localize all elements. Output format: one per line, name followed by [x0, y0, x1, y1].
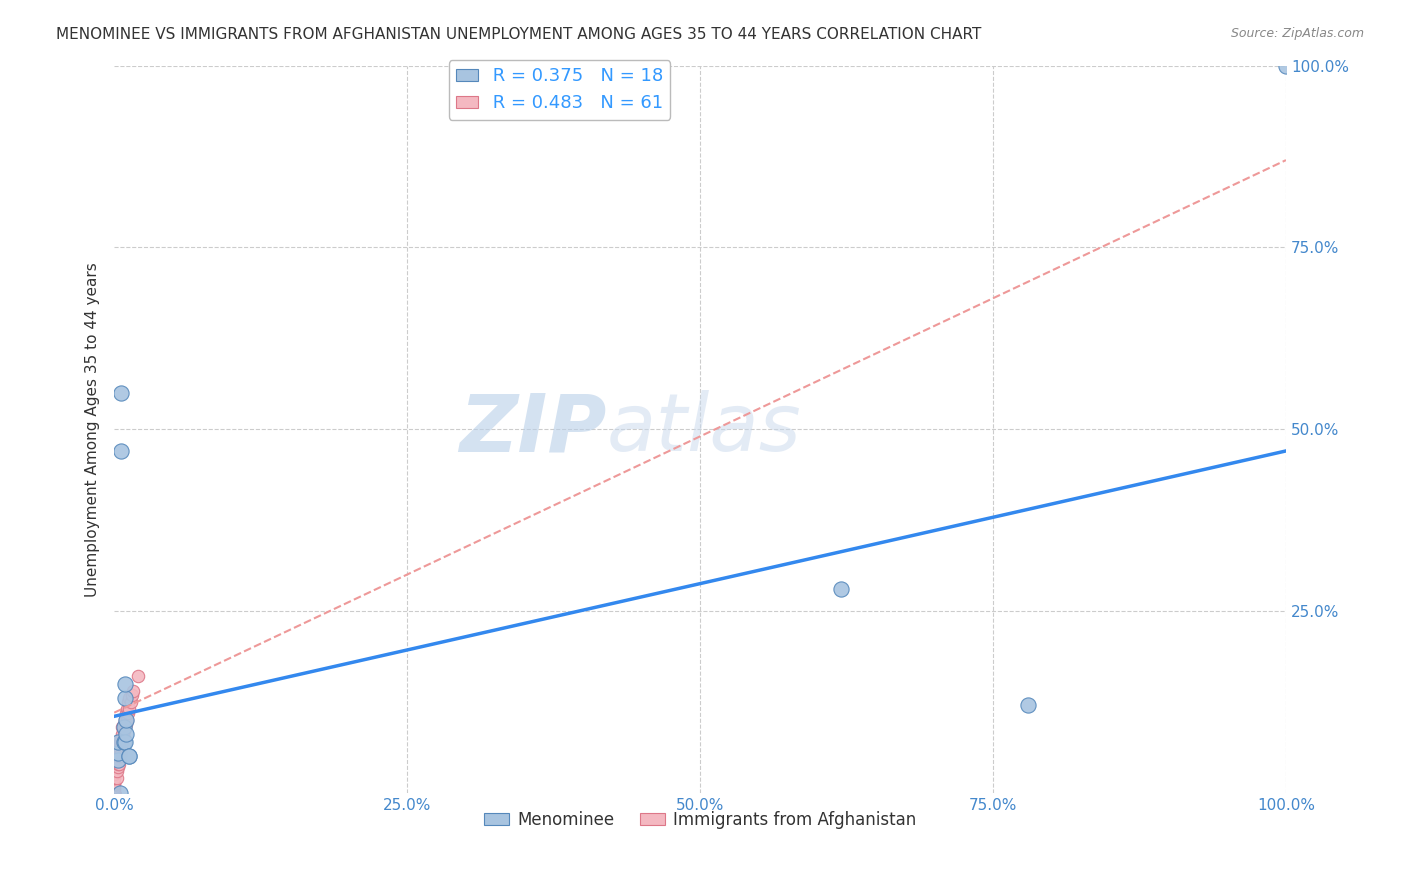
- Point: [111, 735, 134, 749]
- Point: [103, 786, 125, 800]
- Point: [103, 777, 125, 791]
- Point: [103, 771, 125, 785]
- Point: [110, 746, 132, 760]
- Point: [103, 767, 125, 781]
- Point: [118, 749, 141, 764]
- Point: [110, 739, 132, 753]
- Point: [107, 753, 129, 767]
- Point: [103, 756, 125, 771]
- Point: [112, 716, 135, 731]
- Point: [114, 676, 136, 690]
- Point: [118, 691, 141, 706]
- Point: [103, 771, 125, 785]
- Point: [110, 444, 132, 458]
- Point: [105, 764, 128, 778]
- Point: [114, 691, 136, 706]
- Point: [111, 727, 134, 741]
- Legend: Menominee, Immigrants from Afghanistan: Menominee, Immigrants from Afghanistan: [478, 804, 922, 835]
- Point: [830, 582, 852, 596]
- Point: [103, 786, 125, 800]
- Point: [108, 742, 131, 756]
- Point: [103, 774, 125, 789]
- Text: ZIP: ZIP: [458, 390, 606, 468]
- Point: [103, 760, 125, 774]
- Point: [103, 774, 125, 789]
- Point: [114, 713, 136, 727]
- Point: [121, 688, 143, 702]
- Point: [111, 720, 134, 734]
- Point: [112, 735, 135, 749]
- Point: [112, 731, 135, 745]
- Point: [118, 702, 141, 716]
- Point: [114, 720, 136, 734]
- Point: [103, 782, 125, 797]
- Point: [103, 786, 125, 800]
- Point: [103, 786, 125, 800]
- Point: [108, 735, 131, 749]
- Point: [110, 731, 132, 745]
- Point: [105, 771, 128, 785]
- Point: [115, 727, 138, 741]
- Point: [103, 786, 125, 800]
- Text: Source: ZipAtlas.com: Source: ZipAtlas.com: [1230, 27, 1364, 40]
- Point: [108, 786, 131, 800]
- Point: [115, 702, 138, 716]
- Point: [107, 760, 129, 774]
- Point: [108, 749, 131, 764]
- Point: [103, 786, 125, 800]
- Point: [127, 669, 149, 683]
- Point: [103, 786, 125, 800]
- Point: [103, 767, 125, 781]
- Point: [115, 706, 138, 720]
- Point: [114, 735, 136, 749]
- Point: [115, 713, 138, 727]
- Point: [112, 720, 135, 734]
- Point: [117, 695, 139, 709]
- Point: [103, 786, 125, 800]
- Point: [103, 786, 125, 800]
- Point: [122, 684, 145, 698]
- Point: [115, 713, 138, 727]
- Point: [112, 723, 135, 738]
- Point: [107, 746, 129, 760]
- Text: MENOMINEE VS IMMIGRANTS FROM AFGHANISTAN UNEMPLOYMENT AMONG AGES 35 TO 44 YEARS : MENOMINEE VS IMMIGRANTS FROM AFGHANISTAN…: [56, 27, 981, 42]
- Point: [103, 786, 125, 800]
- Point: [115, 716, 138, 731]
- Point: [103, 786, 125, 800]
- Point: [1275, 59, 1298, 73]
- Point: [118, 749, 141, 764]
- Point: [110, 385, 132, 400]
- Point: [103, 780, 125, 794]
- Point: [103, 778, 125, 792]
- Point: [103, 764, 125, 778]
- Point: [103, 764, 125, 778]
- Point: [1017, 698, 1039, 713]
- Point: [108, 756, 131, 771]
- Y-axis label: Unemployment Among Ages 35 to 44 years: Unemployment Among Ages 35 to 44 years: [86, 261, 100, 597]
- Point: [107, 735, 129, 749]
- Point: [108, 742, 131, 756]
- Point: [103, 786, 125, 800]
- Point: [103, 756, 125, 771]
- Point: [107, 756, 129, 771]
- Point: [103, 782, 125, 797]
- Point: [120, 695, 142, 709]
- Point: [117, 706, 139, 720]
- Text: atlas: atlas: [606, 390, 801, 468]
- Point: [108, 749, 131, 764]
